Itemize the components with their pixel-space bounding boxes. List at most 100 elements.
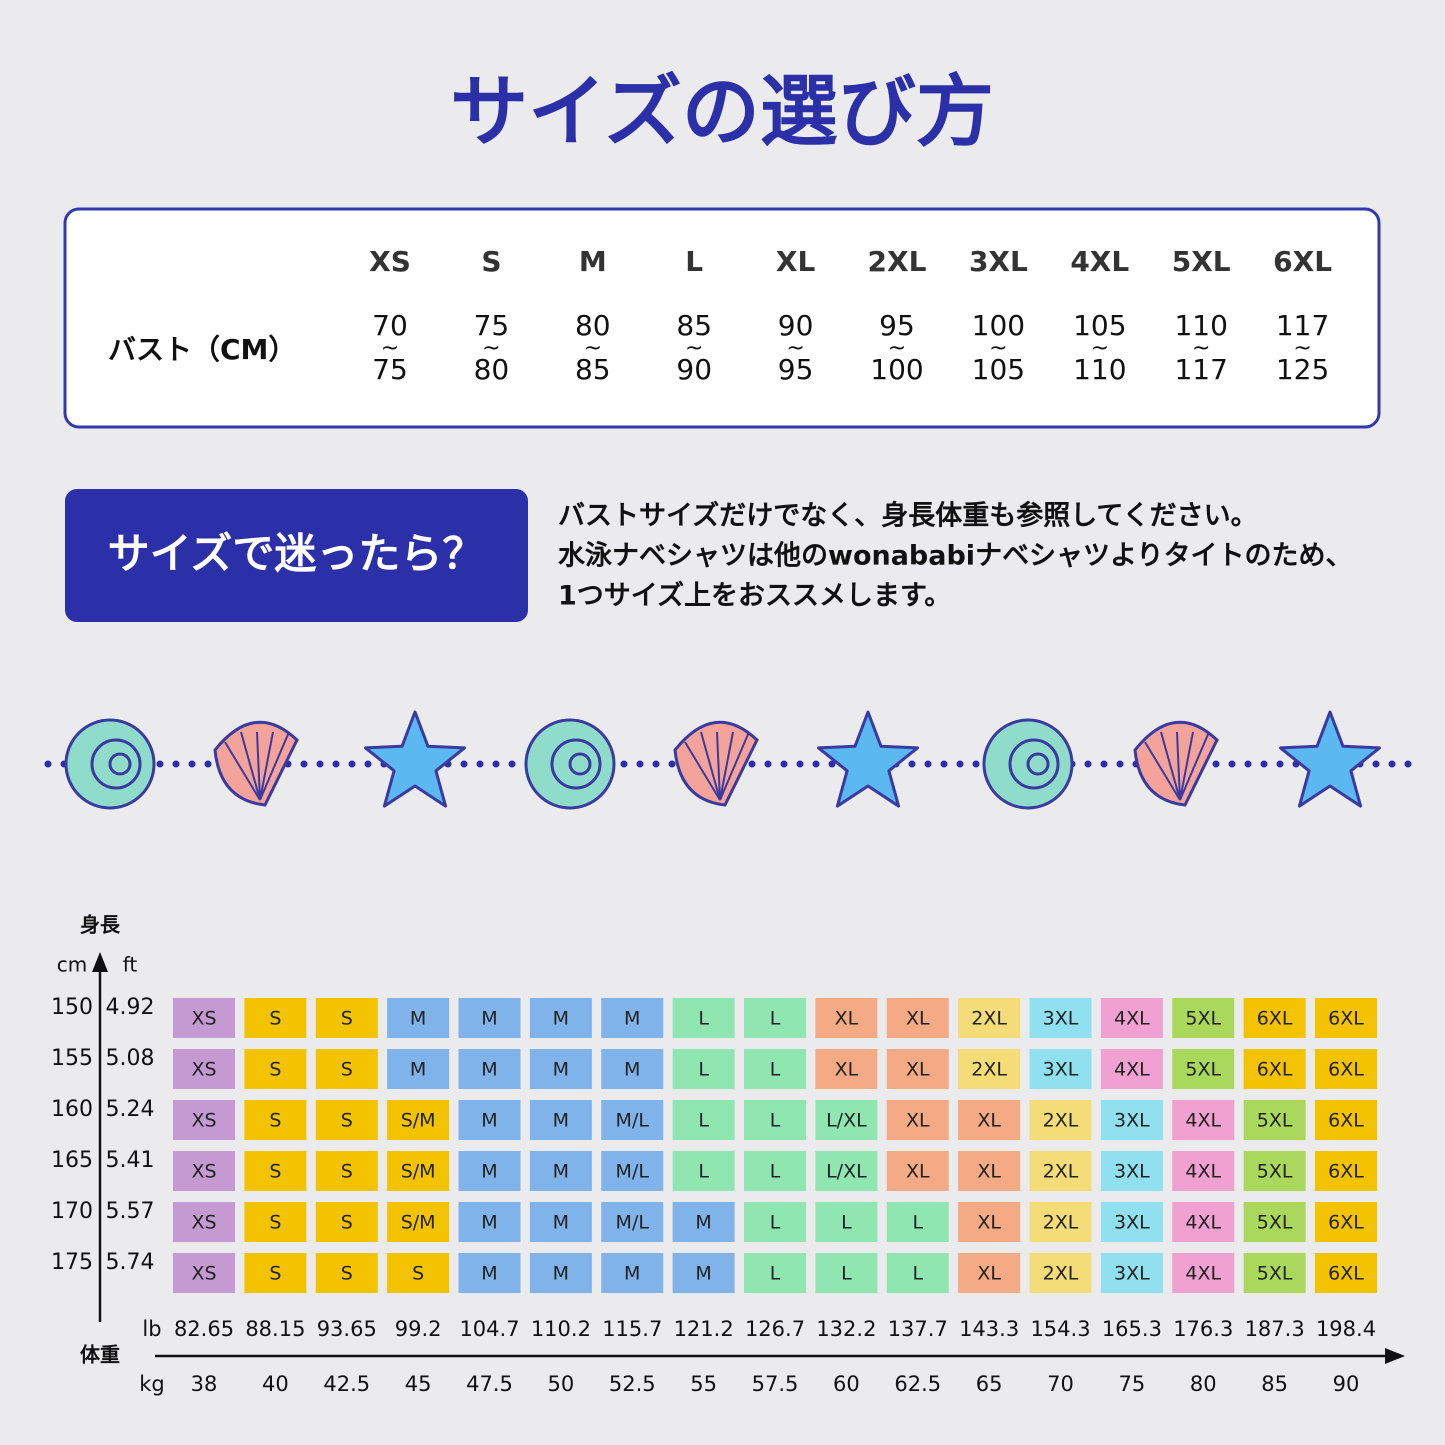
bust-to: 95 — [778, 353, 814, 386]
shell-rib — [719, 731, 750, 801]
weight-lb: 82.65 — [174, 1317, 234, 1341]
size-cell — [529, 1151, 592, 1191]
size-cell-label: M — [695, 1212, 711, 1234]
size-cell — [672, 1049, 735, 1089]
bust-from: 70 — [372, 309, 408, 342]
weight-lb: 137.7 — [888, 1317, 948, 1341]
weight-label: 体重 — [80, 1343, 120, 1367]
size-cell-label: XL — [835, 1008, 859, 1030]
size-cell-label: 5XL — [1257, 1110, 1293, 1132]
size-cell-label: 5XL — [1257, 1212, 1293, 1234]
dot — [924, 760, 932, 768]
dot — [1260, 760, 1268, 768]
shell-rib — [1179, 731, 1194, 801]
dot — [940, 760, 948, 768]
size-cell — [601, 1202, 664, 1242]
size-cell-label: 6XL — [1257, 1059, 1293, 1081]
size-header: XS — [369, 245, 411, 278]
size-cell — [529, 998, 592, 1038]
size-cell — [815, 998, 878, 1038]
shell-rib — [1179, 731, 1210, 801]
size-cell — [601, 1100, 664, 1140]
bust-separator: ~ — [1293, 336, 1311, 361]
size-cell-label: L/XL — [826, 1161, 867, 1183]
dot — [332, 760, 340, 768]
size-cell — [672, 1151, 735, 1191]
bust-from: 80 — [575, 309, 611, 342]
size-cell — [315, 1049, 378, 1089]
size-cell — [1029, 1151, 1092, 1191]
size-cell-label: 5XL — [1257, 1263, 1293, 1285]
size-cell-label: L — [770, 1110, 781, 1132]
size-cell-label: XS — [191, 1110, 216, 1132]
dot — [316, 760, 324, 768]
size-cell — [1100, 1253, 1163, 1293]
height-cm: 155 — [51, 1046, 93, 1071]
size-cell-label: 6XL — [1328, 1059, 1364, 1081]
dot — [44, 760, 52, 768]
size-cell — [458, 1253, 521, 1293]
bust-to: 80 — [474, 353, 510, 386]
size-cell — [1100, 998, 1163, 1038]
size-cell — [744, 1049, 806, 1089]
size-cell-label: XL — [906, 1059, 930, 1081]
dot — [1276, 760, 1284, 768]
weight-lb: 154.3 — [1030, 1317, 1090, 1341]
shell-rib — [256, 731, 261, 801]
size-cell-label: M/L — [616, 1212, 650, 1234]
size-cell-label: 2XL — [971, 1059, 1007, 1081]
size-header: S — [481, 245, 501, 278]
size-header: 4XL — [1070, 245, 1129, 278]
size-cell — [244, 1049, 307, 1089]
dot — [1388, 760, 1396, 768]
size-cell — [1172, 1100, 1235, 1140]
bust-to: 90 — [676, 353, 712, 386]
dot — [908, 760, 916, 768]
size-cell-label: S — [341, 1110, 353, 1132]
weight-kg: 90 — [1333, 1372, 1360, 1396]
weight-lb: 110.2 — [531, 1317, 591, 1341]
size-cell-label: M — [410, 1008, 426, 1030]
size-cell-label: M — [481, 1161, 497, 1183]
bust-row-label: バスト（CM） — [108, 333, 296, 366]
size-header: XL — [776, 245, 816, 278]
size-cell-label: 6XL — [1257, 1008, 1293, 1030]
bust-to: 75 — [372, 353, 408, 386]
height-label: 身長 — [80, 913, 121, 937]
size-cell — [458, 998, 521, 1038]
dot — [796, 760, 804, 768]
size-cell-label: S — [412, 1263, 424, 1285]
size-cell-label: L — [770, 1008, 781, 1030]
size-cell-label: S — [269, 1212, 281, 1234]
bust-separator: ~ — [1091, 336, 1109, 361]
note-label: サイズで迷ったら？ — [108, 529, 485, 578]
shell-spiral-inner — [1008, 738, 1060, 790]
bust-to: 117 — [1174, 353, 1227, 386]
starfish — [817, 710, 919, 808]
size-cell-label: S — [269, 1008, 281, 1030]
shell-spiral-inner — [550, 738, 602, 790]
dot — [1212, 760, 1220, 768]
size-cell-label: M — [481, 1263, 497, 1285]
weight-lb: 99.2 — [395, 1317, 442, 1341]
size-cell — [458, 1100, 521, 1140]
size-cell — [1315, 1253, 1377, 1293]
size-cell-label: L — [698, 1008, 709, 1030]
shell-spiral-core — [1026, 752, 1050, 776]
size-cell — [244, 1151, 307, 1191]
size-cell-label: 2XL — [1043, 1212, 1079, 1234]
dot — [508, 760, 516, 768]
bust-from: 75 — [474, 309, 510, 342]
weight-kg: 47.5 — [466, 1372, 513, 1396]
shell-rib — [719, 731, 734, 801]
dot — [492, 760, 500, 768]
size-cell-label: 6XL — [1328, 1212, 1364, 1234]
weight-lb: 121.2 — [674, 1317, 734, 1341]
size-cell — [1243, 1151, 1306, 1191]
size-cell-label: M — [624, 1263, 640, 1285]
dot — [364, 760, 372, 768]
bust-to: 85 — [575, 353, 611, 386]
size-cell — [601, 1049, 664, 1089]
weight-lb: 132.2 — [816, 1317, 876, 1341]
shell-spiral-core — [568, 752, 592, 776]
